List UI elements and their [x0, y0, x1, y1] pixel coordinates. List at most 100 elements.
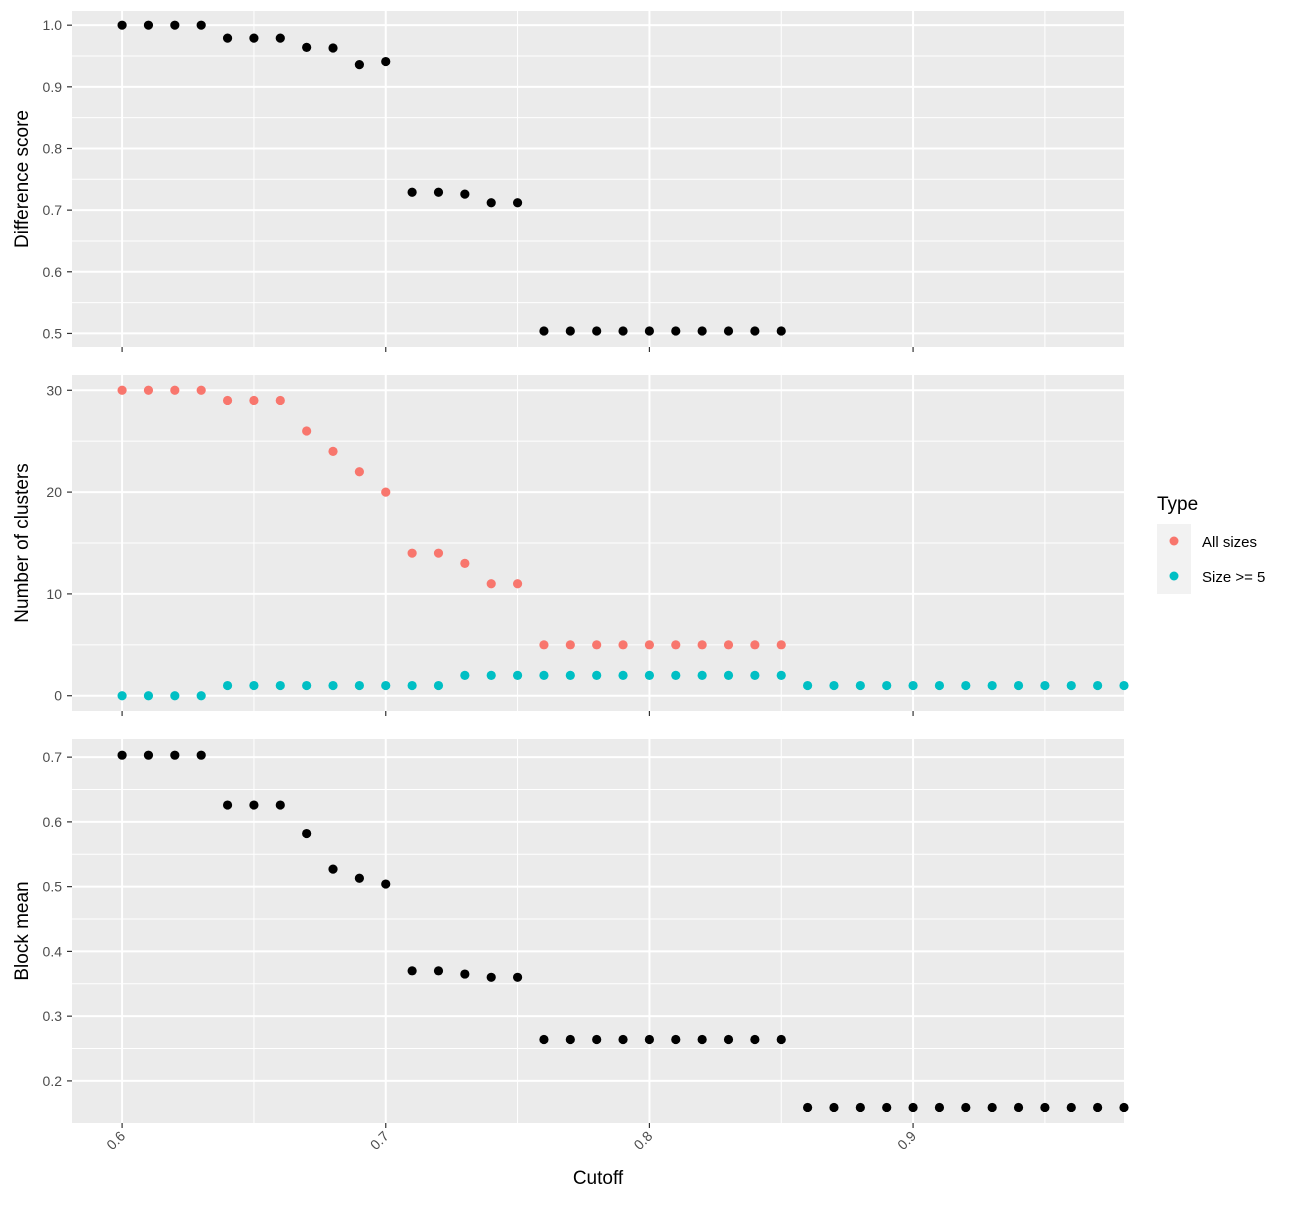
data-point	[143, 20, 154, 30]
data-point	[407, 548, 417, 558]
data-point	[512, 972, 523, 982]
x-tick-label: 0.6	[103, 1128, 128, 1153]
data-point	[776, 326, 786, 336]
data-point	[433, 187, 444, 197]
data-point	[512, 670, 523, 680]
data-point	[723, 1034, 734, 1045]
y-tick-label: 0.6	[43, 264, 63, 280]
y-axis-title-block-mean: Block mean	[12, 881, 33, 980]
data-point	[934, 680, 945, 691]
data-point	[222, 680, 233, 691]
data-point	[381, 56, 391, 67]
data-point	[275, 395, 285, 406]
data-point	[196, 750, 206, 760]
data-point	[750, 326, 760, 336]
panels-layer: 0.5 0.6 0.7 0.8 0.9 1.0 Difference score 0 10 20 3…	[12, 11, 1129, 1153]
data-point	[1066, 1102, 1076, 1113]
y-tick-label: 1.0	[43, 17, 63, 33]
x-axis-title: Cutoff	[573, 1168, 624, 1189]
data-point	[170, 20, 180, 30]
data-point	[987, 680, 997, 691]
data-point	[723, 640, 734, 650]
panel-difference-score: 0.5 0.6 0.7 0.8 0.9 1.0 Difference score	[12, 11, 1124, 352]
data-point	[354, 680, 364, 691]
data-point	[249, 395, 259, 406]
data-point	[433, 680, 444, 691]
panel-number-of-clusters: 0 10 20 30 Number of clusters	[12, 375, 1129, 716]
legend-key-background	[1157, 524, 1191, 594]
data-point	[1119, 1102, 1129, 1113]
data-point	[644, 640, 655, 650]
data-point	[512, 579, 523, 589]
legend-label-all-sizes: All sizes	[1202, 534, 1257, 551]
data-point	[987, 1102, 997, 1113]
data-point	[486, 579, 496, 589]
legend: Type All sizes Size >= 5	[1157, 494, 1265, 594]
y-tick-label: 0.8	[43, 140, 63, 156]
data-point	[776, 640, 786, 650]
data-point	[855, 1102, 865, 1113]
data-point	[1093, 680, 1103, 691]
y-tick-label: 0.2	[43, 1073, 63, 1089]
data-point	[117, 385, 127, 395]
data-point	[275, 680, 285, 691]
data-point	[1040, 1102, 1050, 1113]
data-point	[381, 680, 391, 691]
data-point	[961, 680, 971, 691]
data-point	[1093, 1102, 1103, 1113]
data-point	[908, 680, 918, 691]
data-point	[407, 187, 417, 197]
y-tick-label: 0.5	[43, 325, 63, 341]
data-point	[512, 198, 523, 208]
data-point	[882, 680, 892, 691]
data-point	[697, 670, 707, 680]
y-axis-title-number-of-clusters: Number of clusters	[12, 463, 33, 622]
data-point	[275, 33, 285, 43]
data-point	[592, 640, 602, 650]
data-point	[855, 680, 865, 691]
panel-background	[72, 739, 1124, 1123]
data-point	[697, 640, 707, 650]
data-point	[908, 1102, 918, 1113]
data-point	[486, 670, 496, 680]
data-point	[539, 670, 549, 680]
series-values	[117, 20, 786, 336]
data-point	[170, 385, 180, 395]
data-point	[302, 426, 312, 436]
data-point	[592, 1034, 602, 1045]
y-axis-title-difference-score: Difference score	[12, 110, 33, 248]
y-tick-label: 20	[46, 484, 62, 500]
data-point	[644, 326, 655, 336]
data-point	[460, 670, 470, 680]
data-point	[222, 395, 233, 406]
data-point	[143, 385, 154, 395]
x-tick-label: 0.8	[630, 1128, 655, 1153]
data-point	[539, 640, 549, 650]
data-point	[302, 828, 312, 839]
data-point	[565, 326, 575, 336]
data-point	[328, 446, 338, 456]
y-tick-label: 0.9	[43, 79, 63, 95]
data-point	[934, 1102, 945, 1113]
data-point	[882, 1102, 892, 1113]
data-point	[196, 385, 206, 395]
series-values	[117, 750, 1129, 1113]
data-point	[196, 20, 206, 30]
data-point	[1119, 680, 1129, 691]
data-point	[486, 198, 496, 208]
data-point	[143, 750, 154, 760]
legend-key-all-sizes	[1169, 536, 1179, 546]
data-point	[460, 558, 470, 568]
legend-key-size-5	[1169, 571, 1179, 581]
data-point	[671, 670, 681, 680]
data-point	[1040, 680, 1050, 691]
data-point	[117, 750, 127, 760]
data-point	[381, 879, 391, 889]
y-tick-label: 10	[46, 586, 62, 602]
data-point	[328, 43, 338, 53]
legend-label-size-5: Size >= 5	[1202, 569, 1265, 586]
data-point	[644, 1034, 655, 1045]
series-size-5	[117, 670, 1129, 701]
